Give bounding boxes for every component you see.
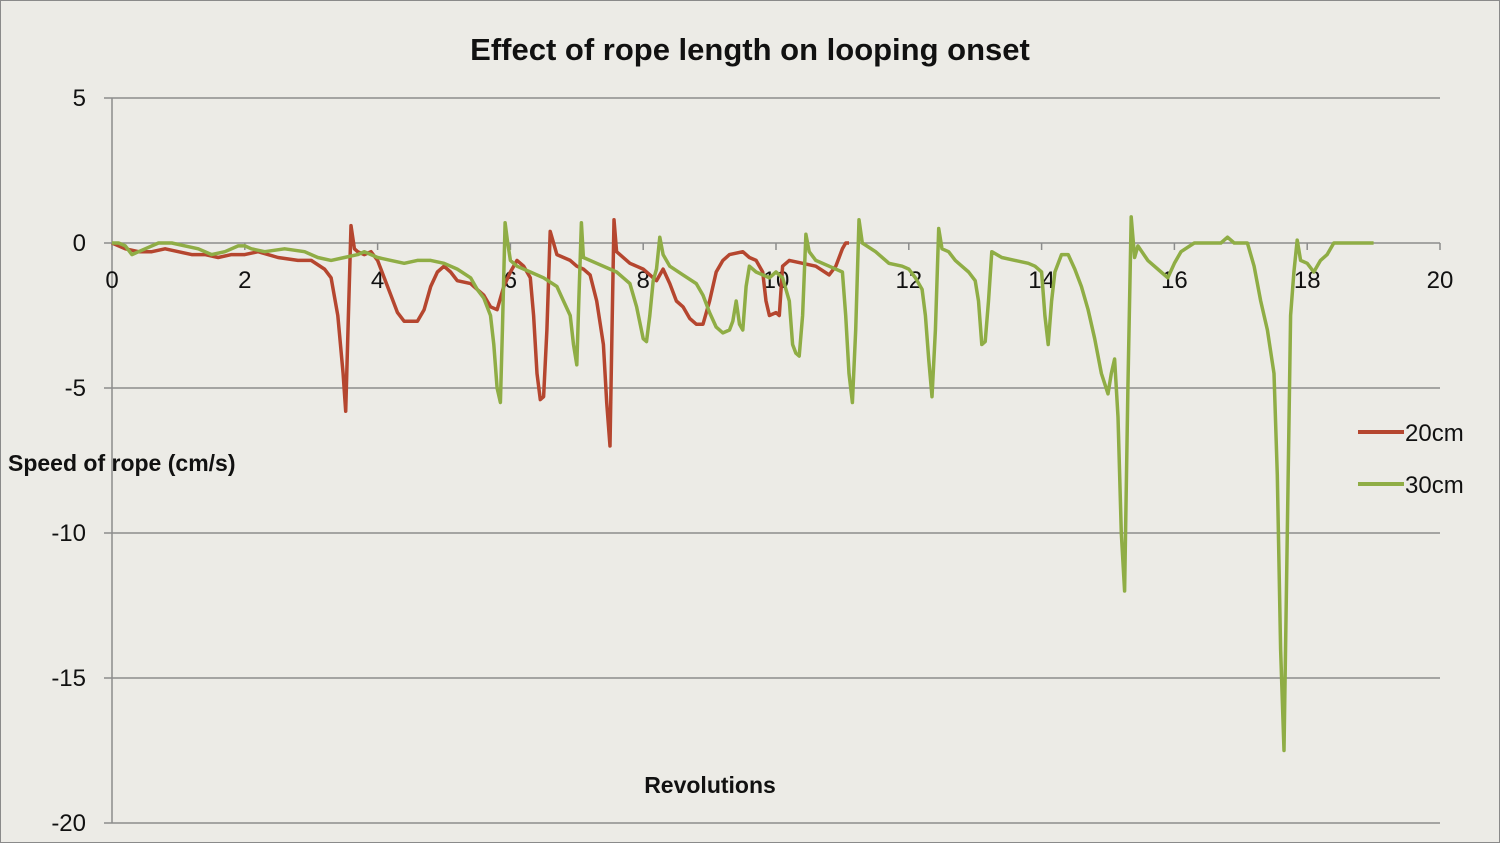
x-tick-label: 18 xyxy=(1294,267,1321,294)
x-tick-label: 16 xyxy=(1161,267,1188,294)
series-lines xyxy=(111,215,1374,753)
y-tick-label: -5 xyxy=(65,375,86,402)
gridlines xyxy=(104,97,1440,824)
chart-title: Effect of rope length on looping onset xyxy=(470,32,1030,67)
y-tick-label: 0 xyxy=(73,230,86,257)
y-tick-label: -10 xyxy=(51,520,86,547)
y-axis-label: Speed of rope (cm/s) xyxy=(8,450,235,476)
legend: 20cm 30cm xyxy=(1358,420,1464,499)
x-axis: 0 2 4 6 8 10 12 14 16 18 20 xyxy=(105,98,1453,823)
legend-label: 30cm xyxy=(1405,472,1464,499)
x-tick-label: 20 xyxy=(1427,267,1454,294)
series-line-30cm xyxy=(112,215,1374,753)
y-tick-label: 5 xyxy=(73,85,86,112)
y-tick-label: -20 xyxy=(51,810,86,837)
x-tick-label: 6 xyxy=(504,267,517,294)
y-axis-ticks: 5 0 -5 -10 -15 -20 xyxy=(51,85,86,837)
y-tick-label: -15 xyxy=(51,665,86,692)
x-axis-label: Revolutions xyxy=(644,772,776,798)
x-tick-label: 2 xyxy=(238,267,251,294)
legend-label: 20cm xyxy=(1405,420,1464,447)
series-line-20cm xyxy=(111,218,849,448)
x-tick-label: 0 xyxy=(105,267,118,294)
